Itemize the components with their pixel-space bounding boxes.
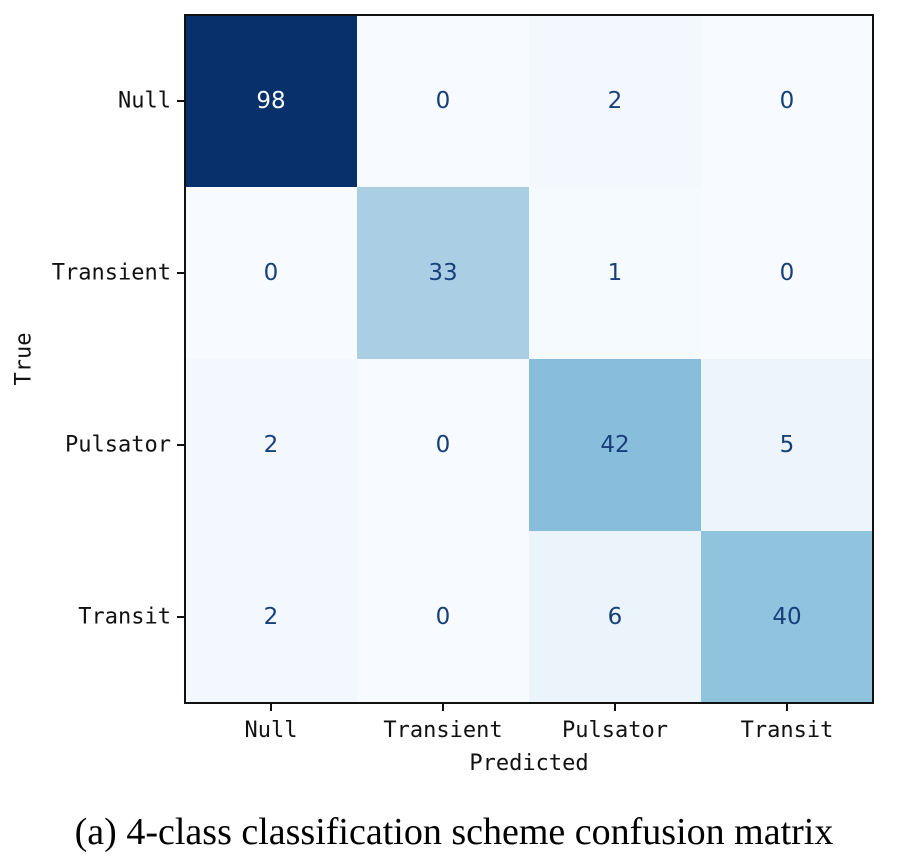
matrix-cell-value-1-2: 1: [608, 260, 623, 286]
matrix-cells: [185, 15, 873, 703]
x-tick-label-1: Transient: [383, 718, 502, 743]
x-tick-label-2: Pulsator: [562, 718, 668, 743]
matrix-cell-2-0: [185, 359, 357, 531]
y-axis-ticks: Null Transient Pulsator Transit: [52, 89, 185, 630]
matrix-cell-values: 98 0 2 0 0 33 1 0 2 0 42 5 2 0 6 40: [256, 88, 801, 630]
y-tick-label-2: Pulsator: [65, 433, 171, 458]
matrix-cell-1-2: [529, 187, 701, 359]
matrix-cell-value-1-0: 0: [264, 260, 279, 286]
matrix-cell-value-2-3: 5: [780, 432, 795, 458]
matrix-cell-value-3-0: 2: [264, 604, 279, 630]
y-axis-label: True: [12, 333, 37, 386]
matrix-cell-0-0: [185, 15, 357, 187]
matrix-cell-1-3: [701, 187, 873, 359]
matrix-cell-value-1-1: 33: [428, 260, 457, 286]
y-tick-label-1: Transient: [52, 261, 171, 286]
matrix-cell-3-0: [185, 531, 357, 703]
matrix-cell-3-3: [701, 531, 873, 703]
figure-caption: (a) 4-class classification scheme confus…: [74, 811, 834, 853]
matrix-cell-2-1: [357, 359, 529, 531]
matrix-cell-value-1-3: 0: [780, 260, 795, 286]
x-tick-label-0: Null: [245, 718, 298, 743]
x-axis-label: Predicted: [469, 751, 588, 776]
x-axis-ticks: Null Transient Pulsator Transit: [245, 703, 834, 743]
matrix-cell-2-2: [529, 359, 701, 531]
matrix-cell-value-0-0: 98: [256, 88, 285, 114]
matrix-cell-value-0-3: 0: [780, 88, 795, 114]
matrix-cell-0-1: [357, 15, 529, 187]
matrix-cell-value-2-0: 2: [264, 432, 279, 458]
matrix-cell-1-0: [185, 187, 357, 359]
matrix-cell-2-3: [701, 359, 873, 531]
y-tick-label-0: Null: [118, 89, 171, 114]
matrix-cell-value-3-1: 0: [436, 604, 451, 630]
matrix-cell-value-0-1: 0: [436, 88, 451, 114]
matrix-cell-3-1: [357, 531, 529, 703]
matrix-cell-value-3-3: 40: [772, 604, 801, 630]
y-tick-label-3: Transit: [78, 605, 171, 630]
matrix-cell-value-2-2: 42: [600, 432, 629, 458]
x-tick-label-3: Transit: [741, 718, 834, 743]
matrix-cell-value-2-1: 0: [436, 432, 451, 458]
matrix-cell-value-0-2: 2: [608, 88, 623, 114]
matrix-cell-0-2: [529, 15, 701, 187]
plot-frame: [184, 14, 874, 704]
matrix-cell-1-1: [357, 187, 529, 359]
matrix-cell-0-3: [701, 15, 873, 187]
matrix-cell-value-3-2: 6: [608, 604, 623, 630]
matrix-cell-3-2: [529, 531, 701, 703]
